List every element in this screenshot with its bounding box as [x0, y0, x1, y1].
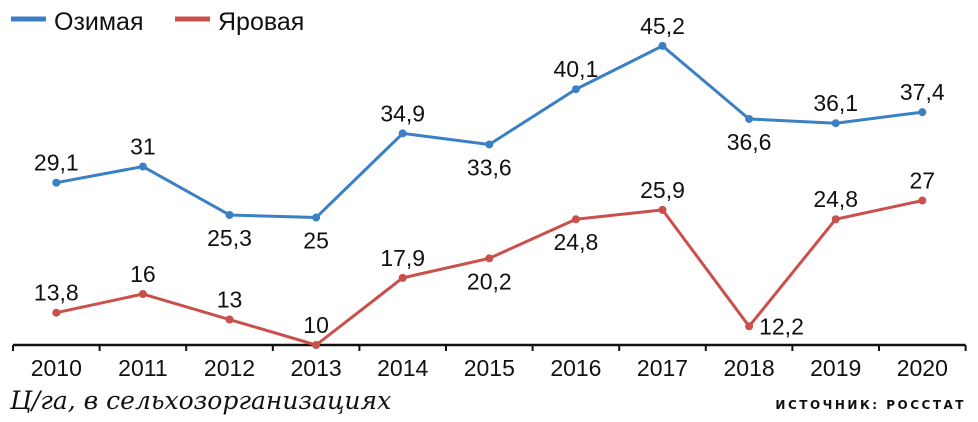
data-label: 45,2 [640, 13, 685, 39]
data-point [225, 315, 234, 324]
data-label: 16 [130, 261, 156, 287]
series-line [56, 44, 923, 220]
data-label: 12,2 [759, 313, 804, 339]
data-point [831, 215, 840, 224]
x-tick-label: 2017 [637, 355, 688, 381]
data-label: 24,8 [554, 229, 599, 255]
data-point [658, 41, 667, 50]
data-point [485, 254, 494, 263]
x-tick-label: 2010 [31, 355, 82, 381]
unit-label: Ц/га, в сельхозорганизациях [10, 386, 392, 415]
data-point [52, 308, 61, 317]
data-point [138, 162, 147, 171]
x-tick-label: 2011 [118, 355, 167, 381]
data-label: 25,9 [640, 177, 685, 203]
data-label: 13,8 [34, 280, 79, 306]
data-label: 31 [130, 134, 156, 160]
data-point [571, 85, 580, 94]
data-label: 36,6 [727, 129, 772, 155]
data-point [918, 196, 927, 205]
data-point [745, 322, 754, 331]
data-label: 13 [217, 287, 243, 313]
data-label: 20,2 [467, 268, 512, 294]
data-label: 24,8 [813, 186, 858, 212]
x-tick-label: 2014 [377, 355, 428, 381]
data-point [831, 119, 840, 128]
data-point [658, 205, 667, 214]
x-tick-label: 2012 [204, 355, 255, 381]
x-tick-label: 2013 [291, 355, 342, 381]
data-label: 33,6 [467, 154, 512, 180]
data-point [398, 273, 407, 282]
data-point [312, 341, 321, 349]
data-point [225, 210, 234, 219]
data-label: 17,9 [380, 245, 425, 271]
x-tick-label: 2020 [897, 355, 948, 381]
x-tick-label: 2015 [464, 355, 515, 381]
data-point [398, 129, 407, 138]
legend-label: Яровая [218, 8, 304, 36]
data-point [138, 290, 147, 299]
data-label: 37,4 [900, 79, 945, 105]
data-point [571, 215, 580, 224]
data-label: 40,1 [554, 56, 599, 82]
data-label: 27 [910, 168, 936, 194]
source-label: ИСТОЧНИК: РОССТАТ [775, 398, 966, 412]
x-tick-label: 2016 [550, 355, 601, 381]
data-label: 36,1 [813, 90, 858, 116]
data-label: 29,1 [34, 150, 79, 176]
data-label: 25 [303, 228, 329, 254]
data-point [745, 114, 754, 123]
legend-label: Озимая [54, 8, 144, 36]
data-label: 34,9 [380, 100, 425, 126]
data-label: 10 [303, 312, 329, 338]
data-label: 25,3 [207, 225, 252, 251]
data-point [52, 178, 61, 187]
x-tick-label: 2018 [724, 355, 775, 381]
data-point [918, 108, 927, 117]
x-tick-label: 2019 [810, 355, 861, 381]
data-point [312, 213, 321, 222]
data-point [485, 140, 494, 149]
